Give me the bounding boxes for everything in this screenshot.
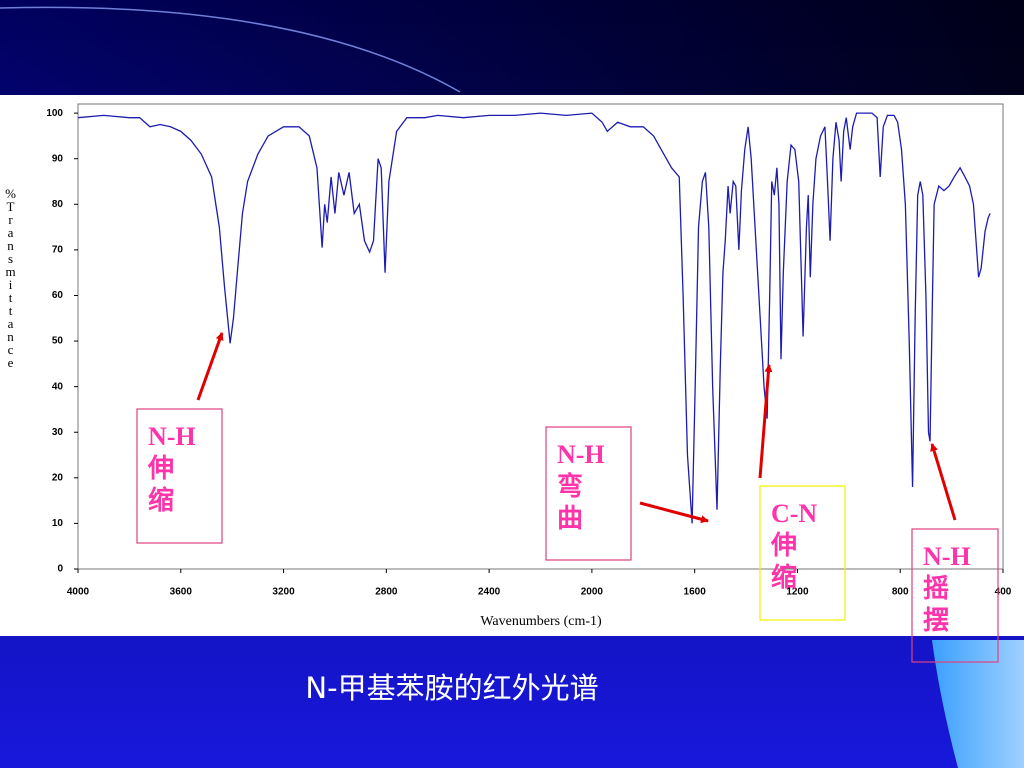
y-tick-label: 60	[52, 290, 64, 301]
decoration	[0, 6, 461, 93]
annotation-text: 摇	[923, 574, 949, 603]
decoration	[932, 640, 1024, 768]
y-tick-label: 40	[52, 381, 64, 392]
y-tick-label: 90	[52, 153, 64, 164]
annotation-text: 伸	[147, 454, 174, 483]
annotation: C-N 伸缩	[759, 485, 846, 621]
annotation: N-H 摇摆	[911, 528, 999, 663]
x-tick-label: 2800	[375, 587, 398, 598]
annotation: N-H弯曲	[545, 426, 632, 561]
x-tick-label: 400	[995, 587, 1012, 598]
annotation-text: N-H	[923, 542, 971, 571]
annotation-text: 曲	[557, 504, 583, 533]
annotation-text: N-H	[557, 440, 605, 469]
x-tick-label: 4000	[67, 587, 90, 598]
y-tick-label: 80	[52, 199, 64, 210]
annotation-box	[136, 408, 223, 544]
annotation-text: 弯	[557, 471, 583, 501]
y-tick-label: 50	[52, 336, 64, 347]
annotation-text: 缩	[771, 562, 797, 592]
spectrum-line	[77, 112, 991, 524]
chart-panel	[0, 95, 1024, 636]
annotation-box	[759, 485, 846, 621]
annotation-text: C-N	[771, 499, 817, 528]
y-tick-label: 100	[46, 108, 63, 119]
annotation-arrow	[758, 364, 773, 479]
x-tick-label: 800	[892, 587, 909, 598]
annotation-arrow	[930, 443, 957, 521]
annotation-text: 缩	[148, 485, 174, 515]
caption: N-甲基苯胺的红外光谱	[305, 671, 598, 705]
plot-frame	[77, 103, 1004, 570]
x-tick-label: 1200	[786, 587, 809, 598]
x-axis-label: Wavenumbers (cm-1)	[480, 614, 602, 629]
annotation-arrow	[639, 501, 709, 524]
annotation-text: N-H	[148, 422, 196, 451]
annotation-text: 伸	[770, 531, 797, 560]
annotation-box	[911, 528, 999, 663]
x-tick-label: 2000	[581, 587, 604, 598]
y-tick-label: 0	[57, 564, 63, 575]
x-tick-label: 1600	[684, 587, 707, 598]
x-tick-label: 3200	[272, 587, 295, 598]
y-tick-label: 20	[52, 472, 64, 483]
x-tick-label: 2400	[478, 587, 501, 598]
annotation-arrow	[196, 332, 224, 401]
x-tick-label: 3600	[170, 587, 193, 598]
annotation-text: 摆	[923, 606, 949, 635]
annotation-box	[545, 426, 632, 561]
background-shade	[0, 0, 1024, 100]
annotation: N-H 伸缩	[136, 408, 223, 544]
y-tick-label: 30	[52, 427, 64, 438]
y-axis-label: %Transmittance	[3, 186, 18, 368]
y-tick-label: 70	[52, 245, 64, 256]
y-tick-label: 10	[52, 518, 64, 529]
